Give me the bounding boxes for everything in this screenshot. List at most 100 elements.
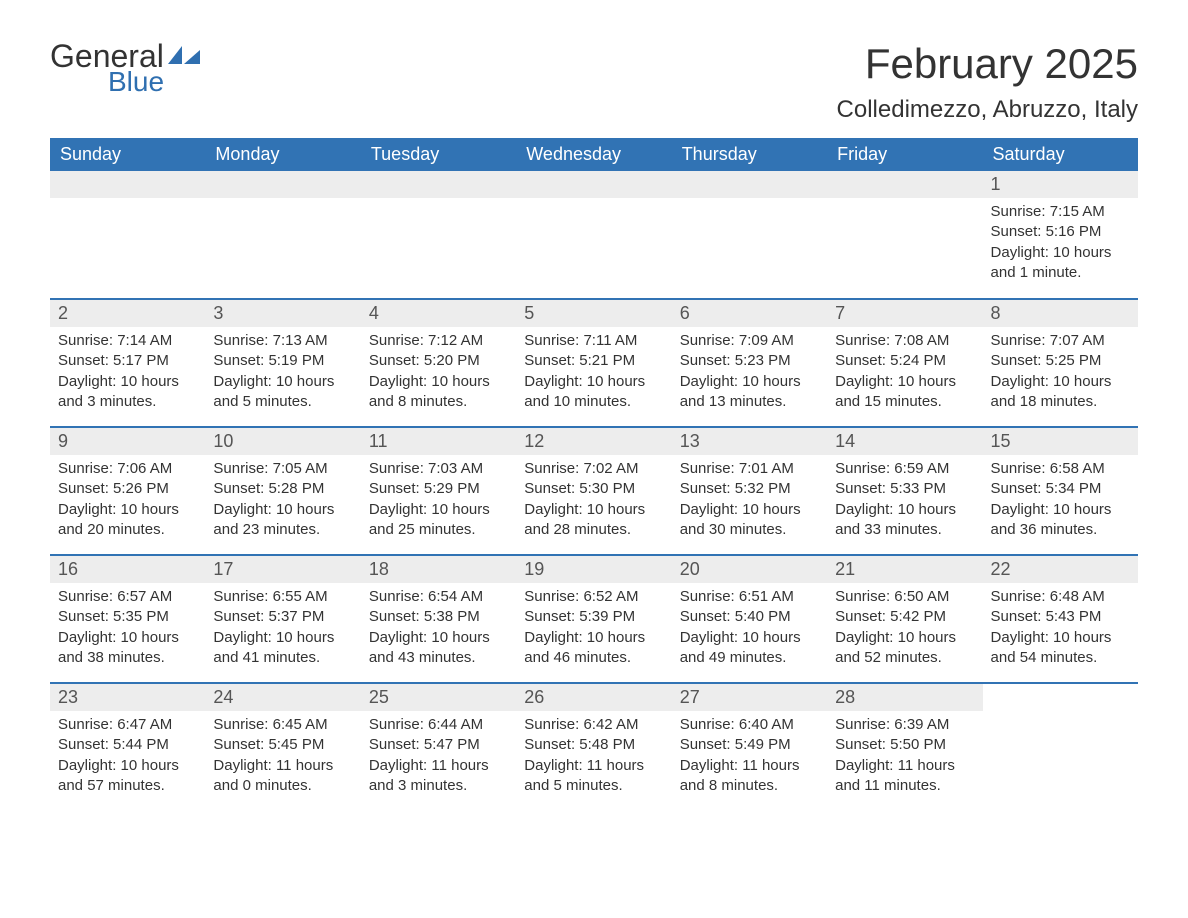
day-body: Sunrise: 7:08 AMSunset: 5:24 PMDaylight:… xyxy=(827,327,982,420)
daylight-line: Daylight: 10 hours and 8 minutes. xyxy=(369,372,508,413)
day-body: Sunrise: 7:13 AMSunset: 5:19 PMDaylight:… xyxy=(205,327,360,420)
day-number: 28 xyxy=(827,684,982,711)
empty-day xyxy=(50,171,205,198)
day-body: Sunrise: 7:01 AMSunset: 5:32 PMDaylight:… xyxy=(672,455,827,548)
day-number: 2 xyxy=(50,300,205,327)
day-body: Sunrise: 6:55 AMSunset: 5:37 PMDaylight:… xyxy=(205,583,360,676)
day-body: Sunrise: 6:44 AMSunset: 5:47 PMDaylight:… xyxy=(361,711,516,804)
sunrise-line: Sunrise: 6:55 AM xyxy=(213,587,352,607)
day-number: 26 xyxy=(516,684,671,711)
daylight-line: Daylight: 11 hours and 3 minutes. xyxy=(369,756,508,797)
day-body: Sunrise: 6:47 AMSunset: 5:44 PMDaylight:… xyxy=(50,711,205,804)
day-cell: 26Sunrise: 6:42 AMSunset: 5:48 PMDayligh… xyxy=(516,683,671,811)
empty-day xyxy=(827,171,982,198)
day-cell: 16Sunrise: 6:57 AMSunset: 5:35 PMDayligh… xyxy=(50,555,205,683)
day-cell: 23Sunrise: 6:47 AMSunset: 5:44 PMDayligh… xyxy=(50,683,205,811)
daylight-line: Daylight: 11 hours and 0 minutes. xyxy=(213,756,352,797)
sunrise-line: Sunrise: 6:47 AM xyxy=(58,715,197,735)
sunset-line: Sunset: 5:40 PM xyxy=(680,607,819,627)
day-cell: 24Sunrise: 6:45 AMSunset: 5:45 PMDayligh… xyxy=(205,683,360,811)
day-cell: 6Sunrise: 7:09 AMSunset: 5:23 PMDaylight… xyxy=(672,299,827,427)
logo-text: General Blue xyxy=(50,40,164,96)
day-body: Sunrise: 7:03 AMSunset: 5:29 PMDaylight:… xyxy=(361,455,516,548)
sunset-line: Sunset: 5:39 PM xyxy=(524,607,663,627)
sunset-line: Sunset: 5:50 PM xyxy=(835,735,974,755)
daylight-line: Daylight: 10 hours and 54 minutes. xyxy=(991,628,1130,669)
day-header: Saturday xyxy=(983,138,1138,171)
daylight-line: Daylight: 10 hours and 36 minutes. xyxy=(991,500,1130,541)
day-number: 20 xyxy=(672,556,827,583)
sunset-line: Sunset: 5:19 PM xyxy=(213,351,352,371)
day-cell: 1Sunrise: 7:15 AMSunset: 5:16 PMDaylight… xyxy=(983,171,1138,299)
logo-blue: Blue xyxy=(108,68,164,96)
day-cell: 17Sunrise: 6:55 AMSunset: 5:37 PMDayligh… xyxy=(205,555,360,683)
day-cell: 9Sunrise: 7:06 AMSunset: 5:26 PMDaylight… xyxy=(50,427,205,555)
sunrise-line: Sunrise: 7:14 AM xyxy=(58,331,197,351)
day-body: Sunrise: 7:09 AMSunset: 5:23 PMDaylight:… xyxy=(672,327,827,420)
day-body: Sunrise: 6:50 AMSunset: 5:42 PMDaylight:… xyxy=(827,583,982,676)
sunset-line: Sunset: 5:17 PM xyxy=(58,351,197,371)
daylight-line: Daylight: 10 hours and 1 minute. xyxy=(991,243,1130,284)
sunrise-line: Sunrise: 7:12 AM xyxy=(369,331,508,351)
daylight-line: Daylight: 10 hours and 38 minutes. xyxy=(58,628,197,669)
sunrise-line: Sunrise: 6:51 AM xyxy=(680,587,819,607)
day-number: 15 xyxy=(983,428,1138,455)
day-number: 1 xyxy=(983,171,1138,198)
daylight-line: Daylight: 10 hours and 15 minutes. xyxy=(835,372,974,413)
day-number: 17 xyxy=(205,556,360,583)
day-number: 11 xyxy=(361,428,516,455)
week-row: 9Sunrise: 7:06 AMSunset: 5:26 PMDaylight… xyxy=(50,427,1138,555)
sunset-line: Sunset: 5:21 PM xyxy=(524,351,663,371)
sunrise-line: Sunrise: 7:05 AM xyxy=(213,459,352,479)
sunrise-line: Sunrise: 6:45 AM xyxy=(213,715,352,735)
daylight-line: Daylight: 10 hours and 28 minutes. xyxy=(524,500,663,541)
daylight-line: Daylight: 10 hours and 5 minutes. xyxy=(213,372,352,413)
sunset-line: Sunset: 5:28 PM xyxy=(213,479,352,499)
sunset-line: Sunset: 5:26 PM xyxy=(58,479,197,499)
day-body: Sunrise: 7:02 AMSunset: 5:30 PMDaylight:… xyxy=(516,455,671,548)
week-row: 1Sunrise: 7:15 AMSunset: 5:16 PMDaylight… xyxy=(50,171,1138,299)
sunrise-line: Sunrise: 7:06 AM xyxy=(58,459,197,479)
sunset-line: Sunset: 5:30 PM xyxy=(524,479,663,499)
day-cell: 2Sunrise: 7:14 AMSunset: 5:17 PMDaylight… xyxy=(50,299,205,427)
day-cell: 12Sunrise: 7:02 AMSunset: 5:30 PMDayligh… xyxy=(516,427,671,555)
day-cell xyxy=(361,171,516,299)
day-cell: 27Sunrise: 6:40 AMSunset: 5:49 PMDayligh… xyxy=(672,683,827,811)
sunrise-line: Sunrise: 6:57 AM xyxy=(58,587,197,607)
sunrise-line: Sunrise: 7:11 AM xyxy=(524,331,663,351)
daylight-line: Daylight: 10 hours and 25 minutes. xyxy=(369,500,508,541)
day-number: 16 xyxy=(50,556,205,583)
day-number: 18 xyxy=(361,556,516,583)
sunrise-line: Sunrise: 6:40 AM xyxy=(680,715,819,735)
day-cell: 11Sunrise: 7:03 AMSunset: 5:29 PMDayligh… xyxy=(361,427,516,555)
daylight-line: Daylight: 10 hours and 57 minutes. xyxy=(58,756,197,797)
day-number: 13 xyxy=(672,428,827,455)
daylight-line: Daylight: 10 hours and 33 minutes. xyxy=(835,500,974,541)
sunrise-line: Sunrise: 7:09 AM xyxy=(680,331,819,351)
day-body: Sunrise: 6:54 AMSunset: 5:38 PMDaylight:… xyxy=(361,583,516,676)
day-header: Monday xyxy=(205,138,360,171)
day-body: Sunrise: 7:15 AMSunset: 5:16 PMDaylight:… xyxy=(983,198,1138,291)
empty-day xyxy=(361,171,516,198)
week-row: 16Sunrise: 6:57 AMSunset: 5:35 PMDayligh… xyxy=(50,555,1138,683)
month-title: February 2025 xyxy=(837,40,1138,88)
week-row: 23Sunrise: 6:47 AMSunset: 5:44 PMDayligh… xyxy=(50,683,1138,811)
day-number: 21 xyxy=(827,556,982,583)
day-header: Sunday xyxy=(50,138,205,171)
day-cell: 28Sunrise: 6:39 AMSunset: 5:50 PMDayligh… xyxy=(827,683,982,811)
day-number: 4 xyxy=(361,300,516,327)
day-cell: 15Sunrise: 6:58 AMSunset: 5:34 PMDayligh… xyxy=(983,427,1138,555)
day-cell xyxy=(672,171,827,299)
day-body: Sunrise: 6:57 AMSunset: 5:35 PMDaylight:… xyxy=(50,583,205,676)
daylight-line: Daylight: 11 hours and 11 minutes. xyxy=(835,756,974,797)
day-cell: 5Sunrise: 7:11 AMSunset: 5:21 PMDaylight… xyxy=(516,299,671,427)
day-header: Wednesday xyxy=(516,138,671,171)
calendar-table: SundayMondayTuesdayWednesdayThursdayFrid… xyxy=(50,138,1138,811)
day-number: 5 xyxy=(516,300,671,327)
day-cell: 13Sunrise: 7:01 AMSunset: 5:32 PMDayligh… xyxy=(672,427,827,555)
daylight-line: Daylight: 10 hours and 13 minutes. xyxy=(680,372,819,413)
day-cell: 20Sunrise: 6:51 AMSunset: 5:40 PMDayligh… xyxy=(672,555,827,683)
day-number: 25 xyxy=(361,684,516,711)
sunrise-line: Sunrise: 7:08 AM xyxy=(835,331,974,351)
day-body: Sunrise: 6:58 AMSunset: 5:34 PMDaylight:… xyxy=(983,455,1138,548)
